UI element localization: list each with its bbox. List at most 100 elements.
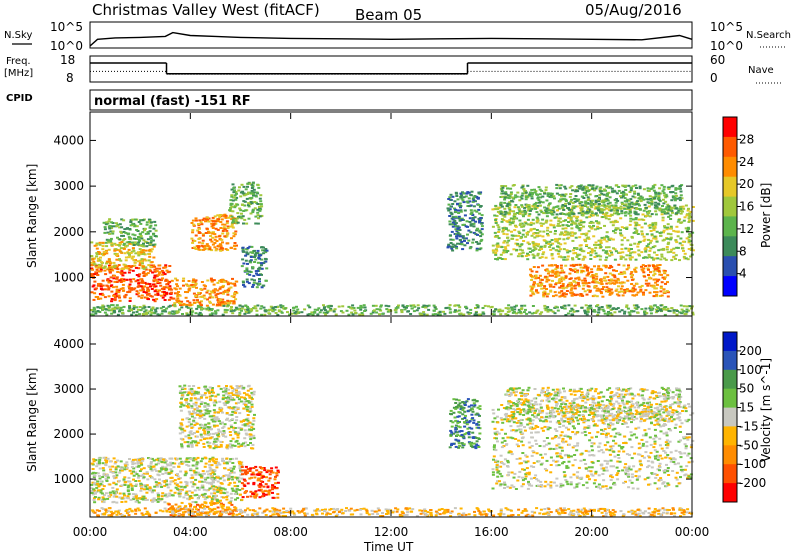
heatmap-cell — [230, 295, 234, 298]
heatmap-cell — [200, 244, 204, 247]
heatmap-cell — [546, 272, 550, 275]
heatmap-cell — [141, 459, 145, 462]
heatmap-cell — [135, 290, 139, 293]
heatmap-cell — [226, 291, 230, 294]
heatmap-cell — [608, 196, 612, 199]
heatmap-cell — [586, 199, 590, 202]
heatmap-cell — [178, 457, 182, 460]
heatmap-cell — [137, 479, 141, 482]
heatmap-cell — [594, 199, 598, 202]
heatmap-cell — [101, 462, 105, 465]
heatmap-cell — [584, 203, 588, 206]
heatmap-cell — [682, 310, 686, 313]
heatmap-cell — [98, 311, 102, 313]
heatmap-cell — [518, 210, 522, 213]
heatmap-cell — [608, 186, 612, 189]
heatmap-cell — [176, 457, 179, 460]
heatmap-cell — [250, 202, 254, 205]
heatmap-cell — [538, 230, 542, 233]
heatmap-cell — [543, 304, 547, 307]
heatmap-cell — [619, 217, 623, 220]
heatmap-cell — [640, 232, 644, 235]
heatmap-cell — [153, 220, 157, 223]
heatmap-cell — [635, 282, 639, 285]
heatmap-cell — [97, 457, 101, 460]
heatmap-cell — [192, 469, 196, 472]
heatmap-cell — [570, 185, 574, 188]
heatmap-cell — [208, 487, 212, 490]
heatmap-cell — [144, 232, 148, 235]
heatmap-cell — [549, 224, 553, 227]
heatmap-cell — [564, 275, 568, 278]
heatmap-cell — [92, 458, 96, 461]
heatmap-cell — [634, 270, 638, 273]
heatmap-cell — [127, 252, 131, 255]
heatmap-cell — [558, 187, 562, 190]
heatmap-cell — [524, 222, 528, 225]
heatmap-cell — [656, 197, 660, 200]
heatmap-cell — [453, 219, 457, 222]
heatmap-cell — [584, 312, 587, 315]
heatmap-cell — [608, 238, 612, 241]
heatmap-cell — [529, 221, 533, 224]
heatmap-cell — [325, 311, 329, 314]
heatmap-cell — [256, 269, 260, 272]
heatmap-cell — [637, 224, 641, 227]
heatmap-cell — [228, 472, 232, 475]
heatmap-cell — [537, 243, 540, 246]
heatmap-cell — [232, 232, 236, 235]
heatmap-cell — [561, 287, 565, 290]
heatmap-cell — [642, 198, 646, 201]
heatmap-cell — [587, 252, 590, 254]
heatmap-cell — [210, 312, 214, 315]
heatmap-cell — [645, 245, 649, 248]
heatmap-cell — [185, 484, 189, 487]
heatmap-cell — [129, 219, 133, 222]
heatmap-cell — [551, 207, 555, 210]
heatmap-cell — [586, 307, 590, 310]
heatmap-cell — [136, 292, 140, 295]
heatmap-cell — [205, 227, 209, 230]
heatmap-cell — [97, 475, 101, 477]
heatmap-cell — [182, 303, 186, 306]
heatmap-cell — [255, 252, 259, 254]
heatmap-cell — [212, 283, 216, 286]
heatmap-cell — [501, 230, 505, 233]
heatmap-cell — [341, 305, 345, 308]
heatmap-cell — [381, 312, 385, 315]
heatmap-cell — [137, 267, 141, 270]
heatmap-cell — [668, 310, 672, 313]
heatmap-cell — [558, 224, 562, 227]
heatmap-cell — [593, 249, 597, 252]
heatmap-cell — [113, 311, 117, 314]
heatmap-cell — [249, 201, 253, 204]
heatmap-cell — [184, 291, 187, 293]
heatmap-cell — [540, 248, 543, 250]
heatmap-cell — [500, 258, 504, 260]
heatmap-cell — [126, 251, 130, 254]
heatmap-cell — [450, 212, 454, 215]
heatmap-cell — [93, 244, 97, 247]
heatmap-cell — [101, 284, 105, 287]
heatmap-cell — [121, 268, 125, 270]
heatmap-cell — [449, 234, 452, 237]
heatmap-cell — [226, 242, 230, 245]
heatmap-cell — [593, 243, 596, 246]
heatmap-cell — [105, 313, 109, 316]
heatmap-cell — [142, 245, 146, 248]
heatmap-cell — [153, 485, 157, 488]
heatmap-cell — [102, 494, 106, 497]
heatmap-cell — [153, 312, 157, 315]
heatmap-cell — [238, 489, 242, 491]
heatmap-cell — [236, 203, 240, 206]
heatmap-cell — [129, 265, 133, 268]
heatmap-cell — [518, 232, 522, 235]
heatmap-cell — [557, 242, 561, 245]
heatmap-cell — [491, 225, 495, 228]
heatmap-cell — [140, 237, 144, 240]
heatmap-cell — [137, 252, 141, 255]
heatmap-cell — [397, 304, 400, 307]
heatmap-cell — [472, 205, 476, 208]
heatmap-cell — [688, 219, 692, 222]
heatmap-cell — [268, 308, 272, 311]
